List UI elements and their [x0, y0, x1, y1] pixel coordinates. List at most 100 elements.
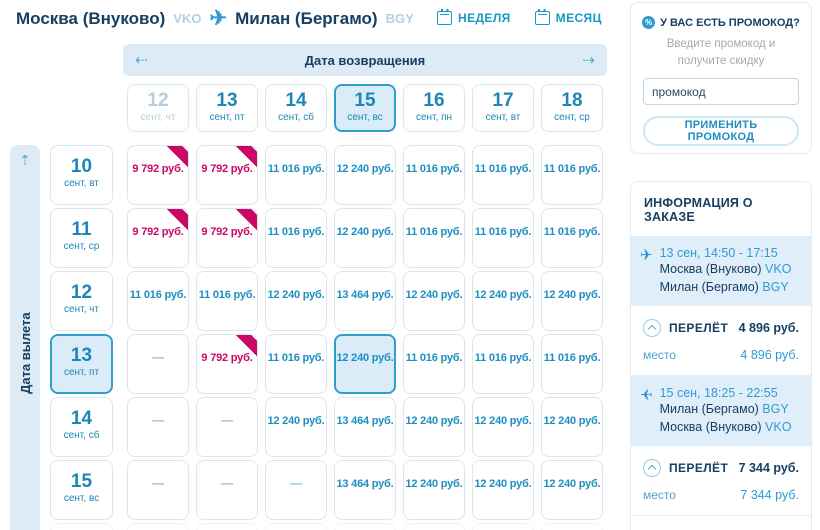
- price-label: 12 240 руб.: [405, 289, 463, 301]
- chevron-up-circle-icon[interactable]: [643, 319, 661, 337]
- price-cell[interactable]: 12 240 руб.: [472, 460, 534, 520]
- price-cell[interactable]: [334, 523, 396, 530]
- plane-return-icon: ✈: [640, 387, 653, 404]
- depart-date-cell[interactable]: 11 сент, ср: [50, 208, 113, 268]
- date-day: 13: [70, 345, 93, 366]
- segment-info: 15 сен, 18:25 - 22:55 Милан (Бергамо) BGY…: [660, 386, 792, 436]
- price-cell[interactable]: 12 240 руб.: [472, 271, 534, 331]
- price-cell[interactable]: 9 792 руб.: [196, 145, 258, 205]
- price-cell[interactable]: 12 240 руб.: [541, 460, 603, 520]
- price-cell[interactable]: 12 240 руб.: [265, 397, 327, 457]
- price-label: 11 016 руб.: [267, 163, 325, 175]
- price-cell[interactable]: 13 464 руб.: [334, 271, 396, 331]
- price-cell[interactable]: [196, 523, 258, 530]
- promo-ribbon-icon: [227, 209, 257, 239]
- scroll-dates-left-icon[interactable]: ⇠: [135, 51, 148, 69]
- price-cell[interactable]: 11 016 руб.: [403, 145, 465, 205]
- price-label: 12 240 руб.: [543, 415, 601, 427]
- no-flight-cell[interactable]: —: [265, 460, 327, 520]
- price-cell[interactable]: 9 792 руб.: [127, 145, 189, 205]
- return-date-cell[interactable]: 17 сент, вт: [472, 84, 534, 132]
- price-cell[interactable]: 12 240 руб.: [403, 460, 465, 520]
- date-sub: сент, вс: [63, 492, 100, 504]
- plane-icon: ✈: [209, 7, 228, 30]
- date-sub: сент, пт: [63, 366, 100, 378]
- price-label: 12 240 руб.: [543, 478, 601, 490]
- price-cell[interactable]: 9 792 руб.: [127, 208, 189, 268]
- return-date-cell[interactable]: 15 сент, вс: [334, 84, 396, 132]
- depart-date-cell[interactable]: 12 сент, чт: [50, 271, 113, 331]
- no-flight-cell[interactable]: —: [196, 397, 258, 457]
- date-day: 11: [71, 219, 92, 240]
- no-flight-cell[interactable]: —: [127, 460, 189, 520]
- price-cell[interactable]: 12 240 руб.: [334, 208, 396, 268]
- promo-title-row: % У ВАС ЕСТЬ ПРОМОКОД?: [642, 16, 800, 29]
- price-cell[interactable]: 11 016 руб.: [472, 334, 534, 394]
- price-cell[interactable]: [127, 523, 189, 530]
- return-date-cell[interactable]: 16 сент, пн: [403, 84, 465, 132]
- price-cell[interactable]: 11 016 руб.: [265, 145, 327, 205]
- price-cell[interactable]: 11 016 руб.: [541, 145, 603, 205]
- route-from-city: Москва (Внуково): [16, 8, 166, 28]
- depart-date-cell[interactable]: 10 сент, вт: [50, 145, 113, 205]
- price-cell[interactable]: [265, 523, 327, 530]
- depart-date-cell[interactable]: [50, 523, 113, 530]
- fare-value: 7 344 руб.: [738, 461, 799, 475]
- price-cell[interactable]: 11 016 руб.: [265, 334, 327, 394]
- price-cell[interactable]: 11 016 руб.: [541, 208, 603, 268]
- no-flight-dash: —: [152, 350, 164, 364]
- price-cell[interactable]: 11 016 руб.: [196, 271, 258, 331]
- price-cell[interactable]: 11 016 руб.: [541, 334, 603, 394]
- price-cell[interactable]: 11 016 руб.: [127, 271, 189, 331]
- tab-week[interactable]: НЕДЕЛЯ: [437, 8, 511, 25]
- price-cell[interactable]: 12 240 руб.: [403, 397, 465, 457]
- depart-date-cell[interactable]: 14 сент, сб: [50, 397, 113, 457]
- return-date-cell[interactable]: 12 сент, чт: [127, 84, 189, 132]
- price-cell[interactable]: 11 016 руб.: [403, 334, 465, 394]
- price-cell[interactable]: 13 464 руб.: [334, 460, 396, 520]
- price-cell[interactable]: 13 464 руб.: [334, 397, 396, 457]
- price-cell[interactable]: 12 240 руб.: [403, 271, 465, 331]
- price-cell[interactable]: 11 016 руб.: [472, 145, 534, 205]
- price-cell[interactable]: 9 792 руб.: [196, 208, 258, 268]
- price-label: 11 016 руб.: [543, 226, 601, 238]
- price-cell[interactable]: [403, 523, 465, 530]
- no-flight-cell[interactable]: —: [127, 397, 189, 457]
- plane-depart-icon: ✈: [640, 247, 653, 264]
- apply-promo-button[interactable]: ПРИМЕНИТЬ ПРОМОКОД: [643, 116, 799, 147]
- price-cell[interactable]: 12 240 руб.: [334, 145, 396, 205]
- tab-month[interactable]: МЕСЯЦ: [534, 8, 602, 25]
- scroll-dates-up-icon[interactable]: ⇡: [19, 152, 31, 168]
- price-cell[interactable]: 12 240 руб.: [541, 271, 603, 331]
- price-cell[interactable]: 12 240 руб.: [265, 271, 327, 331]
- fare-value: 4 896 руб.: [738, 321, 799, 335]
- price-label: 12 240 руб.: [543, 289, 601, 301]
- price-cell[interactable]: 11 016 руб.: [403, 208, 465, 268]
- return-date-cell[interactable]: 18 сент, ср: [541, 84, 603, 132]
- chevron-up-circle-icon[interactable]: [643, 459, 661, 477]
- seat-value: 7 344 руб.: [740, 488, 799, 502]
- price-cell[interactable]: 11 016 руб.: [472, 208, 534, 268]
- price-cell[interactable]: [472, 523, 534, 530]
- depart-date-cell[interactable]: 13 сент, пт: [50, 334, 113, 394]
- depart-date-cell[interactable]: 15 сент, вс: [50, 460, 113, 520]
- return-date-cell[interactable]: 14 сент, сб: [265, 84, 327, 132]
- scroll-dates-right-icon[interactable]: ⇢: [582, 51, 595, 69]
- price-cell[interactable]: [541, 523, 603, 530]
- date-sub: сент, чт: [140, 111, 176, 123]
- promo-code-input[interactable]: [643, 78, 799, 106]
- price-label: 12 240 руб.: [474, 478, 532, 490]
- no-flight-cell[interactable]: —: [127, 334, 189, 394]
- segment-to: Милан (Бергамо) BGY: [659, 279, 789, 294]
- view-tabs: НЕДЕЛЯ МЕСЯЦ: [437, 8, 602, 25]
- fare-label: ПЕРЕЛЁТ: [669, 321, 729, 335]
- price-cell[interactable]: 12 240 руб.: [541, 397, 603, 457]
- price-cell[interactable]: 9 792 руб.: [196, 334, 258, 394]
- no-flight-cell[interactable]: —: [196, 460, 258, 520]
- return-date-cell[interactable]: 13 сент, пт: [196, 84, 258, 132]
- price-cell[interactable]: 12 240 руб.: [334, 334, 396, 394]
- route-to-city: Милан (Бергамо): [235, 8, 378, 28]
- price-cell[interactable]: 11 016 руб.: [265, 208, 327, 268]
- price-cell[interactable]: 12 240 руб.: [472, 397, 534, 457]
